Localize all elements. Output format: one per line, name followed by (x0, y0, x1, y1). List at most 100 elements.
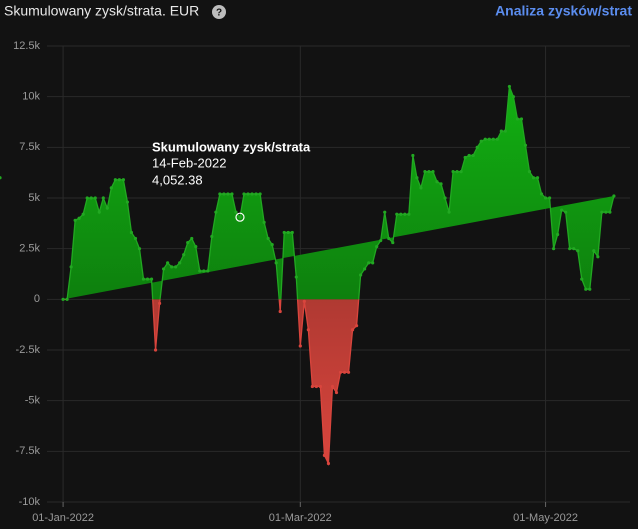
point (439, 182, 443, 186)
y-tick-label: 12.5k (13, 40, 40, 52)
point (459, 170, 463, 174)
point (318, 384, 323, 389)
point (125, 200, 130, 204)
analysis-link[interactable]: Analiza zysków/strat (495, 3, 632, 19)
point (73, 218, 77, 222)
help-icon[interactable]: ? (212, 5, 226, 19)
point (519, 117, 524, 121)
y-tick-label: 2.5k (19, 243, 40, 255)
point (234, 210, 238, 214)
x-tick-label: 01-Mar-2022 (269, 512, 332, 524)
point (162, 267, 166, 271)
point (568, 247, 572, 251)
point (350, 328, 355, 332)
point (157, 301, 162, 305)
point (258, 192, 262, 196)
point (266, 236, 270, 241)
point (419, 186, 423, 190)
point (166, 261, 170, 265)
y-tick-label: -7.5k (16, 445, 41, 457)
point (238, 215, 242, 219)
point (77, 216, 81, 220)
line (63, 299, 360, 467)
point (174, 265, 178, 269)
point (113, 178, 117, 182)
point (564, 210, 568, 214)
point (81, 212, 85, 216)
point (467, 153, 471, 158)
y-tick-label: 7.5k (19, 141, 40, 153)
point (218, 192, 222, 196)
point (278, 309, 282, 314)
point (109, 186, 113, 190)
point (206, 269, 210, 273)
point (379, 238, 383, 243)
point (407, 212, 411, 216)
point (552, 247, 556, 251)
point (230, 192, 234, 196)
point (531, 176, 536, 180)
y-tick-label: 5k (28, 192, 40, 204)
point (527, 170, 532, 174)
point (186, 240, 190, 245)
point (475, 145, 479, 149)
svg-text:?: ? (216, 8, 222, 19)
tooltip-value: 4,052.38 (152, 172, 203, 187)
point (479, 139, 483, 143)
point (0, 176, 2, 180)
point (141, 277, 146, 281)
point (455, 170, 459, 174)
point (346, 370, 351, 374)
point (399, 212, 403, 216)
point (391, 240, 395, 245)
point (330, 384, 335, 389)
point (463, 155, 467, 160)
point (483, 137, 487, 141)
point (182, 253, 186, 257)
point (149, 277, 154, 281)
point (371, 261, 375, 265)
point (608, 210, 612, 214)
point (375, 245, 379, 249)
point (310, 384, 314, 389)
point (210, 234, 214, 239)
point (576, 249, 580, 253)
point (153, 348, 158, 352)
point (298, 344, 302, 348)
point (202, 269, 206, 273)
point (411, 153, 415, 158)
point (254, 192, 258, 196)
point (535, 176, 540, 180)
point (314, 384, 318, 389)
tooltip-date: 14-Feb-2022 (152, 155, 226, 170)
point (588, 287, 592, 291)
point (85, 196, 89, 200)
point (592, 249, 596, 253)
y-tick-label: 0 (34, 293, 40, 305)
point (495, 137, 499, 141)
point (387, 236, 391, 241)
point (133, 236, 138, 241)
point (471, 153, 475, 158)
point (117, 178, 121, 182)
point (105, 206, 109, 210)
point (503, 129, 507, 133)
point (338, 370, 343, 374)
point (403, 212, 407, 216)
point (137, 247, 142, 251)
point (383, 210, 387, 214)
x-tick-label: 01-May-2022 (513, 512, 578, 524)
point (443, 196, 447, 200)
point (262, 220, 266, 224)
point (451, 170, 455, 174)
point (367, 261, 371, 265)
point (198, 269, 202, 273)
point (322, 453, 327, 457)
point (395, 212, 399, 216)
point (491, 137, 495, 141)
point (515, 117, 520, 121)
point (556, 232, 560, 237)
point (250, 192, 254, 196)
